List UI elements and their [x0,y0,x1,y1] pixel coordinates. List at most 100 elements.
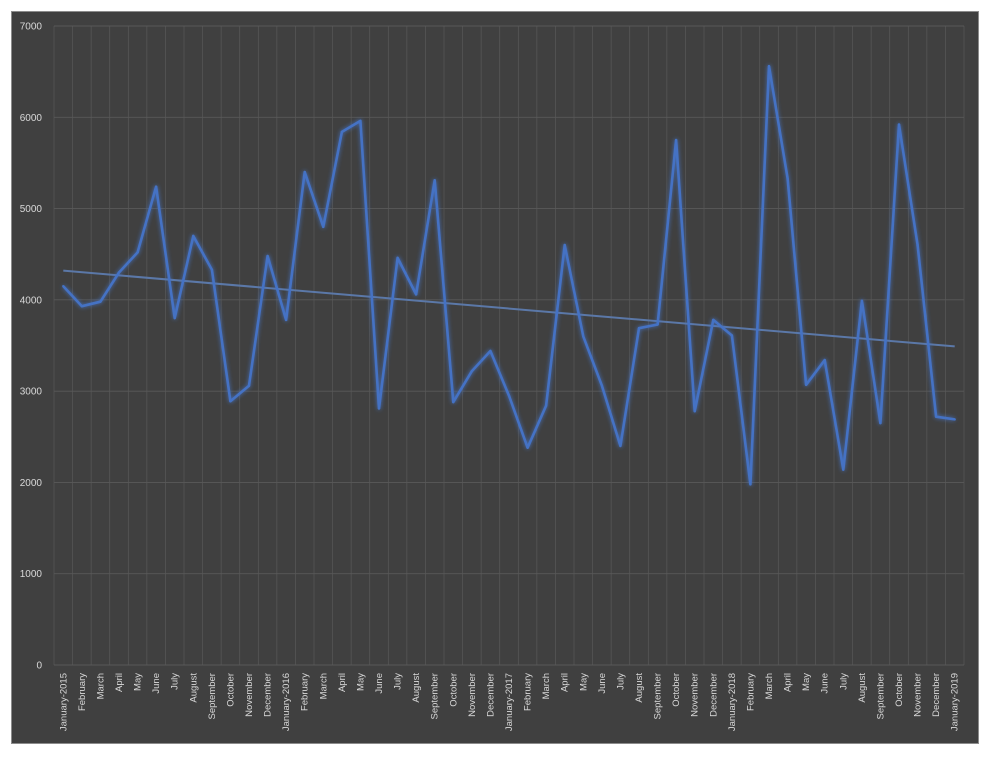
data-point [489,349,492,353]
x-tick-label: February [745,673,756,711]
data-point [322,225,325,229]
series-line [62,64,955,486]
y-axis-ticks: 0 1000 2000 3000 4000 5000 6000 7000 [20,22,43,672]
x-tick-label: August [411,673,422,703]
x-tick-label: November [244,673,255,717]
x-axis-ticks: January-2015 February March April May June Jul… [58,673,960,731]
data-point [526,446,529,449]
chart-frame: 0 1000 2000 3000 4000 5000 6000 7000 January-20… [11,11,979,744]
data-point [192,234,195,238]
data-point [247,384,251,387]
line-chart: 0 1000 2000 3000 4000 5000 6000 7000 January-20… [20,22,965,731]
x-tick-label: July [393,673,404,690]
data-point [953,418,956,421]
data-point [452,400,455,404]
data-point [637,326,641,330]
x-tick-label: June [597,673,608,694]
data-point [396,256,399,260]
x-tick-label: May [355,673,366,691]
x-tick-label: May [578,673,589,691]
y-tick-label: 1000 [20,569,43,580]
y-tick-label: 2000 [20,478,43,489]
data-point [804,383,808,386]
data-point [916,243,919,247]
x-tick-label: July [838,673,849,690]
data-point [136,251,139,254]
x-tick-label: July [170,673,181,690]
x-tick-label: August [188,673,199,703]
data-point [433,179,436,182]
x-tick-label: September [653,673,664,719]
data-point [414,293,418,296]
data-point [879,421,882,425]
x-tick-label: March [318,673,329,699]
data-point [823,358,826,362]
x-tick-label: April [114,673,125,692]
x-tick-label: October [671,673,682,707]
gridlines [53,25,965,666]
x-tick-label: September [875,673,886,719]
data-points [62,64,956,486]
x-tick-label: September [207,673,218,719]
data-point [712,318,715,322]
x-tick-label: May [801,673,812,691]
x-tick-label: January-2018 [727,673,738,731]
x-tick-label: February [300,673,311,711]
x-tick-label: October [448,673,459,707]
data-point [80,305,84,308]
data-point [600,384,604,387]
data-point [99,300,102,303]
data-point [842,468,845,471]
data-point [786,177,789,180]
data-point [582,335,585,338]
x-tick-label: October [225,673,236,707]
data-point [693,410,696,413]
x-tick-label: January-2015 [58,673,69,731]
data-point [284,318,288,322]
x-tick-label: November [690,673,701,717]
data-point [563,243,566,247]
y-tick-label: 0 [36,661,42,672]
data-point [674,138,678,142]
x-tick-label: December [931,673,942,717]
data-point [656,323,659,326]
data-point [377,407,381,410]
data-point [544,404,548,407]
data-point [507,394,511,397]
trendline [63,269,955,348]
x-tick-label: May [133,673,144,691]
data-point [359,119,362,123]
x-tick-label: January-2019 [950,673,961,731]
data-point [749,483,752,486]
x-tick-label: February [77,673,88,711]
data-point [229,399,232,403]
data-point [117,271,121,274]
x-tick-label: April [560,673,571,692]
x-tick-label: August [857,673,868,703]
y-tick-label: 3000 [20,387,43,398]
x-tick-label: April [783,673,794,692]
data-point [340,130,344,134]
data-point [619,444,622,448]
x-tick-label: June [374,673,385,694]
x-tick-label: September [430,673,441,719]
data-point [266,254,269,258]
x-tick-label: July [615,673,626,690]
x-tick-label: March [764,673,775,699]
x-tick-label: June [820,673,831,694]
data-point [154,185,158,188]
data-point [303,170,306,174]
data-point [730,334,734,337]
data-point [62,284,65,288]
x-tick-label: December [485,673,496,717]
y-tick-label: 7000 [20,22,43,33]
data-point [470,369,474,373]
data-point [767,64,771,68]
y-tick-label: 5000 [20,204,43,215]
x-tick-label: August [634,673,645,703]
data-point [934,415,938,418]
x-tick-label: March [541,673,552,699]
x-tick-label: March [95,673,106,699]
x-tick-label: January-2017 [504,673,515,731]
data-point [860,299,864,302]
